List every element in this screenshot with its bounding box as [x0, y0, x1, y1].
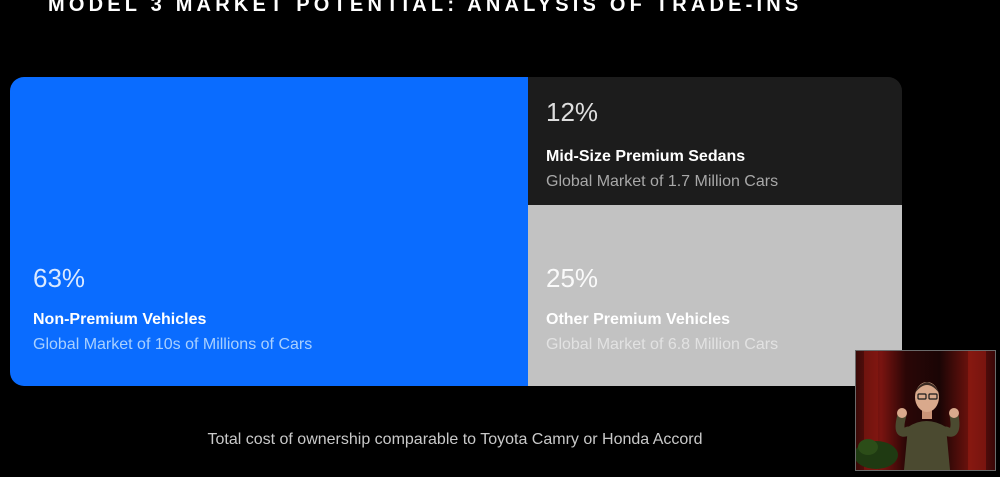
segment-other-premium-percent: 25% [546, 263, 599, 293]
slide-title: MODEL 3 MARKET POTENTIAL: ANALYSIS OF TR… [48, 0, 803, 16]
segment-mid-size-premium-description: Global Market of 1.7 Million Cars [546, 173, 779, 190]
segment-other-premium-description: Global Market of 6.8 Million Cars [546, 336, 779, 353]
presenter-video-thumbnail [855, 350, 996, 471]
segment-non-premium: 63% Non-Premium Vehicles Global Market o… [10, 77, 528, 386]
slide-footer: Total cost of ownership comparable to To… [207, 431, 703, 448]
segment-non-premium-percent: 63% [33, 263, 86, 293]
market-treemap-chart: 63% Non-Premium Vehicles Global Market o… [10, 77, 902, 386]
segment-mid-size-premium: 12% Mid-Size Premium Sedans Global Marke… [528, 77, 902, 205]
segment-other-premium-label: Other Premium Vehicles [546, 311, 731, 328]
segment-other-premium: 25% Other Premium Vehicles Global Market… [528, 205, 902, 386]
segment-mid-size-premium-label: Mid-Size Premium Sedans [546, 148, 746, 165]
segment-non-premium-label: Non-Premium Vehicles [33, 311, 207, 328]
segment-mid-size-premium-percent: 12% [546, 97, 599, 127]
segment-non-premium-description: Global Market of 10s of Millions of Cars [33, 336, 313, 353]
presenter-figure [856, 351, 986, 470]
